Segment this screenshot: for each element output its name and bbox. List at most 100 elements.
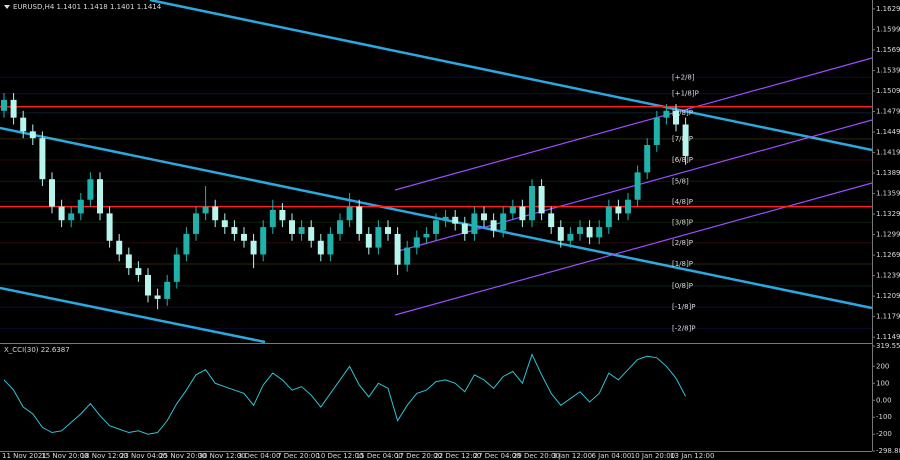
y-tick-label: -200 <box>876 430 892 438</box>
chart-title: EURUSD,H4 1.1401 1.1418 1.1401 1.1414 <box>13 3 162 11</box>
murrey-label: [-2/8]P <box>672 324 695 332</box>
y-tick-label: -100 <box>876 413 892 421</box>
y-tick-label: -298.8871 <box>876 447 900 455</box>
y-tick-label: 1.1239 <box>876 272 900 280</box>
candle-body <box>116 240 123 255</box>
candle-body <box>125 254 132 269</box>
indicator-title: X_CCI(30) 22.6387 <box>4 346 70 354</box>
murrey-label: [-1/8]P <box>672 303 695 311</box>
candle-body <box>39 138 46 180</box>
candle-body <box>567 233 574 241</box>
y-tick-label: 1.1149 <box>876 333 900 341</box>
candle-body <box>145 274 151 296</box>
candle-body <box>625 199 631 214</box>
candle-body <box>365 233 372 248</box>
trend-lines <box>0 0 873 344</box>
murrey-label: [1/8]P <box>672 260 693 268</box>
candle-body <box>529 186 535 221</box>
x-tick-label: 7 Dec 20:00 <box>277 452 320 460</box>
candle-body <box>433 220 439 234</box>
x-tick-label: 15 Dec 04:00 <box>356 452 403 460</box>
murrey-label: [+1/8]P <box>672 90 699 98</box>
y-tick-label: 1.1209 <box>876 292 900 300</box>
candle-body <box>385 227 391 234</box>
x-tick-label: 10 Jan 20:00 <box>631 452 675 460</box>
candle-body <box>20 117 27 132</box>
candle-body <box>481 213 487 221</box>
candle-body <box>135 268 142 275</box>
candle-body <box>519 206 526 221</box>
candle-body <box>442 216 449 221</box>
candle-body <box>106 213 113 241</box>
x-tick-label: 22 Dec 12:00 <box>434 452 481 460</box>
x-tick-label: 15 Nov 20:00 <box>41 452 88 460</box>
candle-body <box>634 172 641 200</box>
candle-body <box>404 247 411 265</box>
candle-body <box>577 227 583 234</box>
murrey-label: [3/8]P <box>672 218 693 226</box>
menu-arrow[interactable] <box>4 5 10 9</box>
candle-body <box>509 206 516 214</box>
candle-body <box>193 213 199 234</box>
candle-body <box>644 145 651 173</box>
candle-body <box>260 227 267 255</box>
y-tick-label: 1.1299 <box>876 231 900 239</box>
y-tick-label: 1.1179 <box>876 313 900 321</box>
candle-body <box>356 206 363 234</box>
y-tick-label: 319.5552 <box>876 342 900 350</box>
candle-body <box>471 213 478 234</box>
candle-body <box>183 233 190 255</box>
candle-body <box>308 227 315 241</box>
x-tick-label: 30 Nov 12:00 <box>199 452 246 460</box>
y-tick-label: 1.1479 <box>876 107 900 115</box>
y-tick-label: 1.1569 <box>876 46 900 54</box>
candle-body <box>548 213 555 228</box>
x-tick-label: 13 Jan 12:00 <box>670 452 714 460</box>
y-tick-label: 1.1359 <box>876 190 900 198</box>
y-tick-label: 200 <box>876 362 889 370</box>
candle-body <box>269 209 276 228</box>
candle-body <box>615 206 622 214</box>
candle-body <box>298 227 305 234</box>
channel-line <box>394 182 873 316</box>
trend-line <box>149 0 873 152</box>
candle-body <box>500 213 507 231</box>
candle-body <box>673 110 679 125</box>
candle-body <box>605 206 612 228</box>
murrey-label: [0/8]P <box>672 282 693 290</box>
candle-body <box>49 179 55 207</box>
y-tick-label: 1.1599 <box>876 25 900 33</box>
candle-body <box>586 227 593 238</box>
y-tick-label: 1.1509 <box>876 87 900 95</box>
candle-body <box>10 99 17 118</box>
candle-body <box>413 237 420 248</box>
candle-body <box>327 233 334 255</box>
candle-body <box>596 227 603 238</box>
candle-body <box>1 99 7 111</box>
candle-body <box>68 213 75 221</box>
x-tick-label: 10 Dec 12:00 <box>316 452 363 460</box>
x-tick-label: 18 Nov 12:00 <box>81 452 128 460</box>
murrey-label: [4/8]P <box>672 198 693 206</box>
candle-body <box>97 179 103 214</box>
candle-body <box>212 206 219 221</box>
candle-body <box>231 227 238 234</box>
candle-body <box>423 233 430 238</box>
candle-body <box>490 220 497 231</box>
murrey-label: [2/8]P <box>672 239 693 247</box>
x-tick-label: 11 Nov 2021 <box>2 452 47 460</box>
candle-body <box>346 206 353 221</box>
murrey-label: [8/8]P <box>672 109 693 117</box>
candle-body <box>375 227 382 248</box>
candle-body <box>538 186 545 214</box>
x-tick-label: 23 Nov 04:00 <box>120 452 167 460</box>
candle-body <box>317 240 324 255</box>
y-tick-label: 1.1419 <box>876 149 900 157</box>
candle-body <box>557 227 564 241</box>
candle-body <box>663 110 670 118</box>
x-tick-label: 29 Dec 20:00 <box>513 452 560 460</box>
murrey-label: [6/8]P <box>672 156 693 164</box>
candle-body <box>164 281 171 299</box>
candle-body <box>682 124 689 156</box>
x-tick-label: 3 Jan 12:00 <box>552 452 592 460</box>
